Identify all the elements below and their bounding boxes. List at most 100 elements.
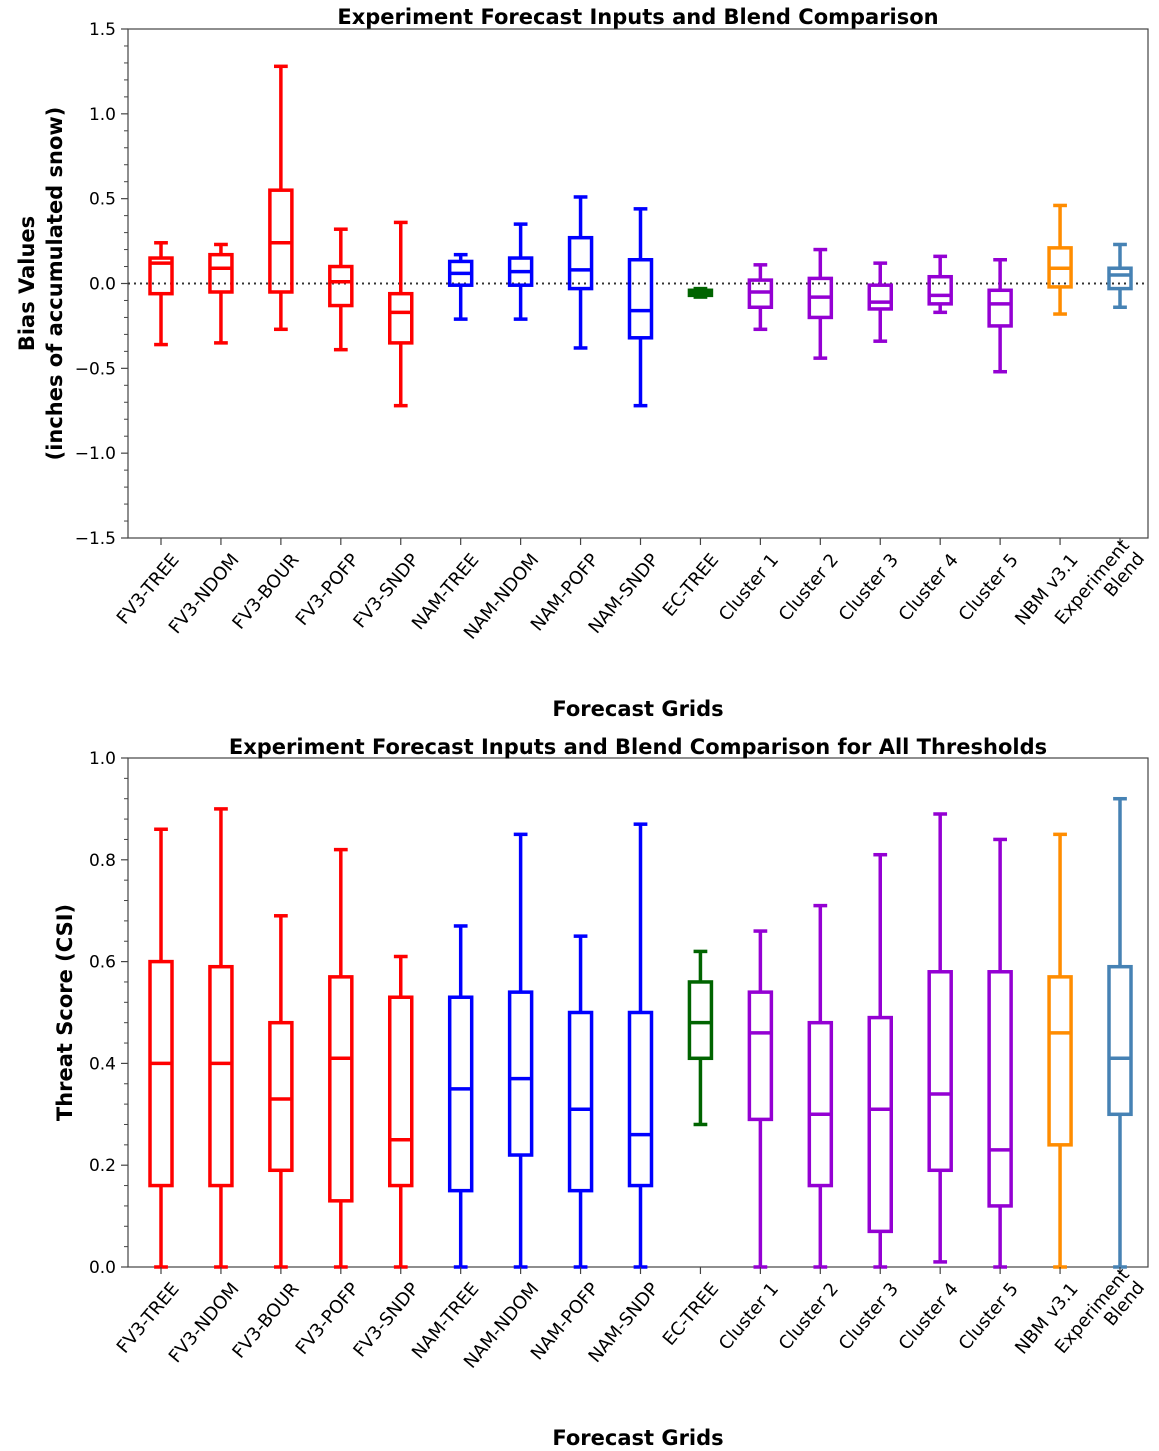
box-1	[208, 242, 234, 345]
x-tick-label-line: Cluster 1	[715, 550, 783, 626]
iqr-box	[208, 252, 234, 294]
box-10	[747, 263, 774, 332]
x-tick-label: Cluster 1	[715, 1279, 783, 1355]
box-5	[447, 924, 474, 1269]
box-4	[388, 220, 414, 408]
box-3	[328, 847, 354, 1269]
box-9	[687, 286, 714, 299]
iqr-box	[927, 274, 953, 306]
y-tick-label: 0.6	[89, 953, 116, 973]
x-tick-label: EC-TREE	[659, 550, 723, 621]
x-tick-label: Cluster 3	[835, 550, 903, 626]
iqr-box	[867, 1015, 893, 1234]
x-axis-label: Forecast Grids	[552, 697, 723, 721]
bias-chart: −1.5−1.0−0.50.00.51.01.5FV3-TREEFV3-NDOM…	[15, 5, 1149, 721]
y-tick-label: 0.0	[89, 275, 116, 295]
box-11	[807, 247, 834, 360]
x-tick-label-line: EC-TREE	[659, 1279, 723, 1350]
x-tick-label: Cluster 2	[775, 550, 843, 626]
iqr-box	[268, 1020, 294, 1173]
x-tick-label-line: Cluster 4	[895, 550, 963, 626]
iqr-box	[1107, 266, 1133, 291]
box-11	[807, 903, 834, 1269]
x-tick-label-line: EC-TREE	[659, 550, 723, 621]
x-tick-label: Cluster 2	[775, 1279, 843, 1355]
threat-score-chart: 0.00.20.40.60.81.0FV3-TREEFV3-NDOMFV3-BO…	[53, 735, 1149, 1450]
box-14	[987, 837, 1013, 1269]
iqr-box	[627, 1010, 654, 1188]
box-9	[687, 949, 714, 1127]
box-7	[567, 934, 594, 1269]
iqr-box	[447, 995, 474, 1193]
iqr-box	[208, 964, 234, 1188]
box-16	[1107, 796, 1133, 1269]
x-axis-label: Forecast Grids	[552, 1426, 723, 1450]
y-tick-label: 0.2	[89, 1156, 116, 1176]
iqr-box	[1107, 964, 1133, 1117]
y-tick-label: −0.5	[75, 359, 116, 379]
iqr-box	[747, 990, 774, 1122]
box-15	[1047, 203, 1073, 316]
box-6	[507, 832, 534, 1269]
box-12	[867, 261, 893, 343]
box-6	[507, 222, 534, 321]
y-tick-label: 0.5	[89, 190, 116, 210]
y-tick-label: 0.0	[89, 1258, 116, 1278]
y-tick-label: 1.5	[89, 20, 116, 40]
iqr-box	[567, 1010, 594, 1193]
iqr-box	[987, 970, 1013, 1208]
box-5	[447, 252, 474, 321]
x-tick-label-line: Cluster 4	[895, 1279, 963, 1355]
iqr-box	[687, 980, 714, 1061]
box-12	[867, 852, 893, 1269]
box-2	[268, 64, 294, 332]
iqr-box	[328, 975, 354, 1203]
box-16	[1107, 242, 1133, 310]
y-tick-label: −1.0	[75, 444, 116, 464]
x-tick-label-line: Cluster 2	[775, 550, 843, 626]
y-tick-label: 1.0	[89, 749, 116, 769]
y-tick-label: 0.8	[89, 851, 116, 871]
x-tick-label-line: Cluster 2	[775, 1279, 843, 1355]
box-8	[627, 207, 654, 408]
iqr-box	[627, 257, 654, 340]
iqr-box	[867, 283, 893, 311]
x-tick-label: Cluster 4	[895, 1279, 963, 1355]
box-2	[268, 914, 294, 1269]
box-14	[987, 257, 1013, 374]
x-tick-label: Cluster 3	[835, 1279, 903, 1355]
iqr-box	[1047, 975, 1073, 1147]
box-8	[627, 822, 654, 1269]
box-0	[148, 241, 174, 347]
chart-title: Experiment Forecast Inputs and Blend Com…	[229, 735, 1047, 759]
y-tick-label: −1.5	[75, 529, 116, 549]
box-7	[567, 195, 594, 350]
iqr-box	[567, 235, 594, 291]
iqr-box	[807, 1020, 834, 1188]
y-axis-label: Bias Values	[15, 216, 39, 351]
chart-title: Experiment Forecast Inputs and Blend Com…	[337, 5, 938, 29]
iqr-box	[927, 970, 953, 1173]
iqr-box	[148, 959, 174, 1188]
iqr-box	[328, 264, 354, 308]
iqr-box	[388, 291, 414, 345]
box-10	[747, 929, 774, 1269]
x-tick-label: Cluster 4	[895, 550, 963, 626]
y-tick-label: 1.0	[89, 105, 116, 125]
x-tick-label: EC-TREE	[659, 1279, 723, 1350]
box-3	[328, 227, 354, 352]
iqr-box	[148, 256, 174, 296]
box-13	[927, 812, 953, 1264]
box-1	[208, 807, 234, 1269]
y-axis-label: (inches of accumulated snow)	[43, 107, 67, 461]
box-0	[148, 827, 174, 1269]
x-tick-label-line: Cluster 3	[835, 1279, 903, 1355]
box-13	[927, 254, 953, 315]
box-15	[1047, 832, 1073, 1269]
x-tick-label: Cluster 1	[715, 550, 783, 626]
y-tick-label: 0.4	[89, 1054, 116, 1074]
iqr-box	[507, 990, 534, 1157]
x-tick-label-line: Cluster 3	[835, 550, 903, 626]
